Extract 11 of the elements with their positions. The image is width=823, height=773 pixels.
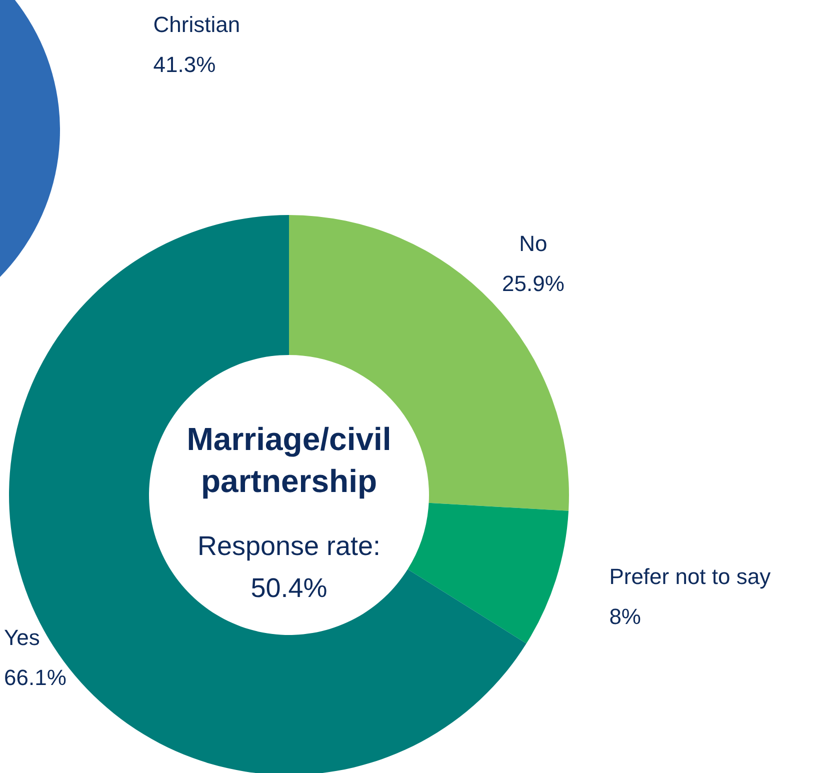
data-label: 41.3%	[153, 52, 216, 77]
donut-slice	[408, 502, 569, 644]
text: Response rate: 50.4%	[197, 531, 381, 603]
slice-label: Yes	[4, 624, 40, 650]
data-label: 66.1%	[4, 664, 66, 690]
data-label: 8%	[609, 604, 641, 629]
slice-label: No	[519, 231, 548, 256]
slice-label: Prefer not to say	[609, 564, 771, 589]
text: Marriage/civil partnership	[186, 421, 392, 499]
slice-label: Christian	[153, 12, 240, 37]
data-label: 25.9%	[502, 271, 564, 296]
